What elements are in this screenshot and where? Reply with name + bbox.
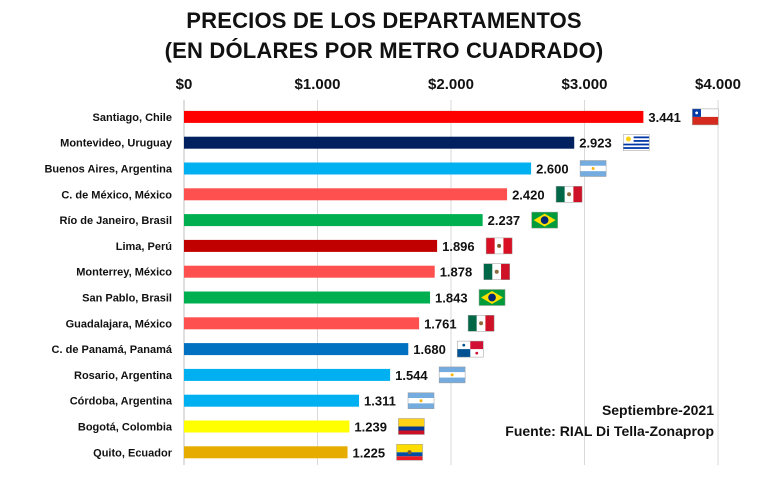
value-label: 3.441 [648, 110, 681, 125]
category-label: Córdoba, Argentina [70, 396, 173, 408]
bar [184, 317, 420, 330]
value-label: 2.923 [579, 136, 612, 151]
flag-mexico-icon [467, 315, 495, 332]
category-label: Santiago, Chile [93, 112, 172, 124]
flag-peru-icon [485, 237, 513, 255]
flag-brazil-icon [531, 211, 558, 229]
bar [184, 394, 360, 407]
bar [184, 368, 391, 381]
value-label: 1.544 [395, 368, 428, 383]
bar [184, 188, 508, 201]
category-label: Lima, Perú [116, 241, 172, 253]
value-label: 1.239 [354, 420, 387, 435]
value-label: 1.225 [353, 445, 386, 460]
flag-colombia-icon [398, 418, 425, 435]
bar [184, 420, 350, 433]
value-label: 1.680 [413, 342, 446, 357]
category-label: C. de Panamá, Panamá [52, 344, 173, 356]
bar [184, 136, 575, 149]
value-label: 1.761 [424, 316, 457, 331]
bar [184, 239, 438, 252]
category-label: Río de Janeiro, Brasil [60, 215, 172, 227]
category-label: San Pablo, Brasil [82, 293, 172, 305]
value-label: 2.600 [536, 162, 569, 177]
value-label: 2.237 [488, 213, 521, 228]
x-tick-label: $0 [176, 76, 193, 93]
chart-title-line-1: PRECIOS DE LOS DEPARTAMENTOS [186, 8, 582, 33]
bar [184, 162, 532, 175]
category-label: Buenos Aires, Argentina [44, 164, 172, 176]
chart-title-line-2: (EN DÓLARES POR METRO CUADRADO) [164, 38, 604, 63]
x-tick-label: $1.000 [295, 76, 341, 93]
bar [184, 265, 435, 278]
flag-ecuador-icon [396, 444, 423, 461]
category-label: Guadalajara, México [66, 318, 173, 330]
flag-argentina-icon [438, 366, 466, 384]
category-label: Montevideo, Uruguay [60, 138, 173, 150]
x-tick-label: $2.000 [428, 76, 474, 93]
x-tick-label: $3.000 [562, 76, 608, 93]
value-label: 1.843 [435, 291, 468, 306]
flag-argentina-icon [407, 392, 435, 409]
source-note: Fuente: RIAL Di Tella-Zonaprop [505, 423, 714, 439]
value-label: 1.896 [442, 239, 475, 254]
bar [184, 446, 348, 459]
bar [184, 110, 644, 123]
bar [184, 214, 483, 227]
flag-uruguay-icon [622, 134, 650, 151]
category-label: C. de México, México [61, 189, 172, 201]
flag-mexico-icon [483, 263, 510, 280]
value-label: 2.420 [512, 187, 545, 202]
category-label: Bogotá, Colombia [78, 422, 173, 434]
category-label: Rosario, Argentina [74, 370, 173, 382]
x-tick-label: $4.000 [695, 76, 741, 93]
flag-argentina-icon [579, 160, 607, 177]
bar [184, 343, 409, 356]
flag-panama-icon [457, 340, 484, 358]
bar [184, 291, 431, 304]
flag-mexico-icon [555, 186, 583, 203]
category-label: Quito, Ecuador [93, 447, 173, 459]
flag-brazil-icon [478, 289, 506, 306]
category-label: Monterrey, México [76, 267, 172, 279]
flag-chile-icon [692, 108, 719, 126]
date-note: Septiembre-2021 [601, 402, 714, 418]
value-label: 1.878 [440, 265, 473, 280]
value-label: 1.311 [364, 394, 396, 409]
